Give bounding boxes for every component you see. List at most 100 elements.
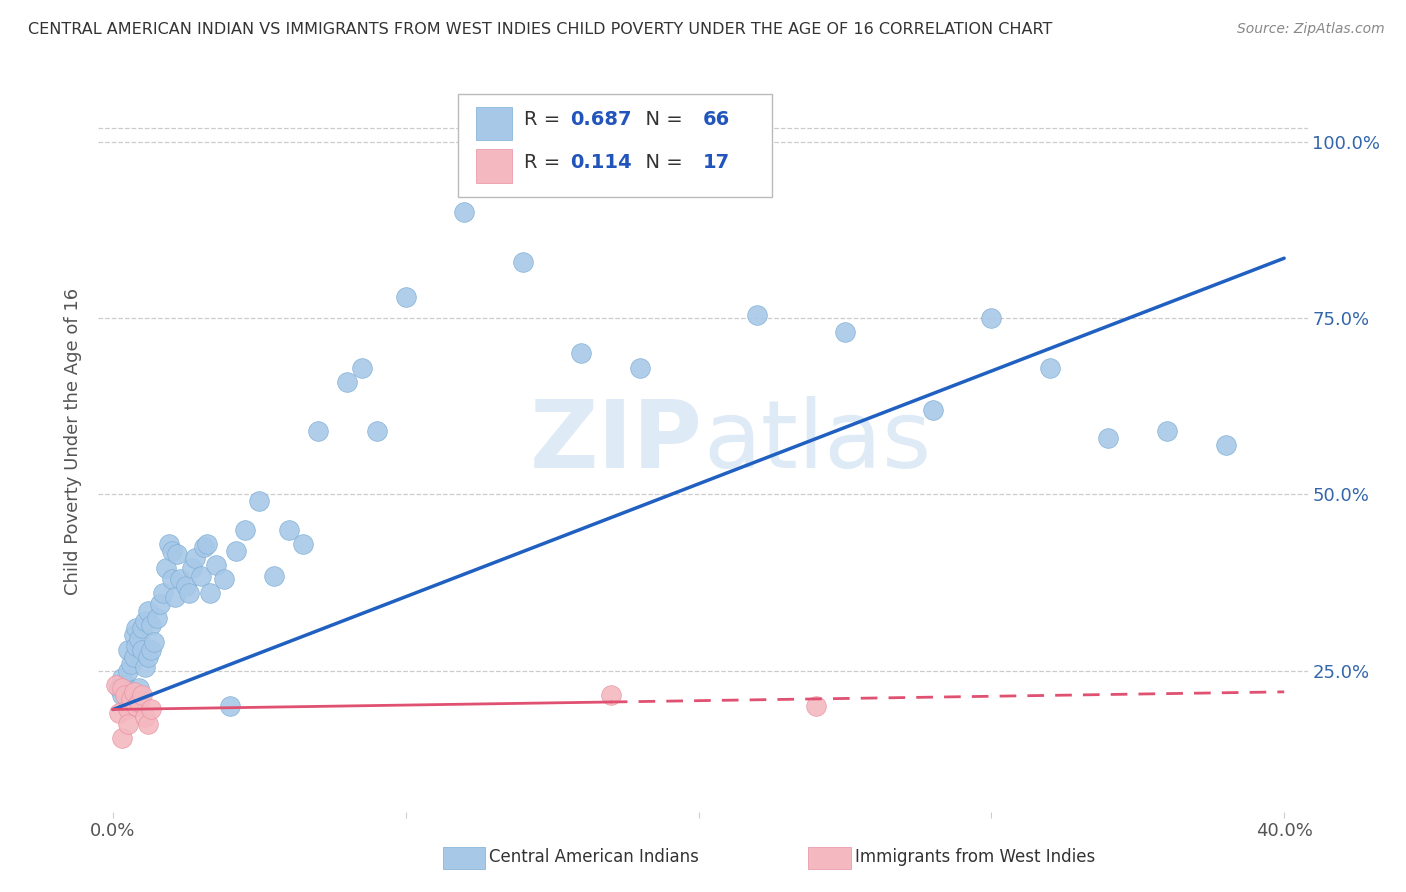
Text: Immigrants from West Indies: Immigrants from West Indies bbox=[855, 848, 1095, 866]
Text: 0.114: 0.114 bbox=[569, 153, 631, 172]
Point bbox=[190, 568, 212, 582]
Point bbox=[163, 590, 186, 604]
Point bbox=[160, 544, 183, 558]
Point bbox=[1097, 431, 1119, 445]
Point bbox=[1156, 424, 1178, 438]
Point bbox=[804, 698, 827, 713]
Point bbox=[111, 689, 134, 703]
Point bbox=[1039, 360, 1062, 375]
Point bbox=[104, 678, 127, 692]
Text: 0.687: 0.687 bbox=[569, 110, 631, 129]
Point bbox=[117, 702, 139, 716]
Point bbox=[233, 523, 256, 537]
Point bbox=[134, 660, 156, 674]
Text: ZIP: ZIP bbox=[530, 395, 703, 488]
Point bbox=[139, 618, 162, 632]
Point bbox=[128, 695, 150, 709]
FancyBboxPatch shape bbox=[457, 94, 772, 197]
Text: 17: 17 bbox=[703, 153, 730, 172]
Point bbox=[108, 706, 131, 720]
Point bbox=[139, 642, 162, 657]
Point bbox=[307, 424, 329, 438]
Point bbox=[146, 611, 169, 625]
Point bbox=[128, 681, 150, 696]
Point bbox=[125, 639, 148, 653]
Point bbox=[834, 325, 856, 339]
Point bbox=[131, 642, 153, 657]
Point bbox=[131, 689, 153, 703]
Point bbox=[184, 550, 207, 565]
Point bbox=[263, 568, 285, 582]
Text: R =: R = bbox=[524, 153, 567, 172]
Point bbox=[125, 621, 148, 635]
Point bbox=[166, 547, 188, 561]
Point bbox=[395, 290, 418, 304]
Text: CENTRAL AMERICAN INDIAN VS IMMIGRANTS FROM WEST INDIES CHILD POVERTY UNDER THE A: CENTRAL AMERICAN INDIAN VS IMMIGRANTS FR… bbox=[28, 22, 1053, 37]
Point bbox=[366, 424, 388, 438]
Point bbox=[219, 698, 242, 713]
Text: 66: 66 bbox=[703, 110, 730, 129]
Point bbox=[155, 561, 177, 575]
Bar bbox=[475, 106, 512, 140]
Point bbox=[136, 649, 159, 664]
Point bbox=[122, 628, 145, 642]
Text: Source: ZipAtlas.com: Source: ZipAtlas.com bbox=[1237, 22, 1385, 37]
Point bbox=[174, 579, 197, 593]
Point bbox=[143, 635, 166, 649]
Text: N =: N = bbox=[633, 153, 689, 172]
Point bbox=[117, 642, 139, 657]
Point bbox=[136, 604, 159, 618]
Point bbox=[114, 689, 136, 703]
Point bbox=[193, 541, 215, 555]
Point bbox=[152, 586, 174, 600]
Point bbox=[1215, 438, 1237, 452]
Point bbox=[117, 716, 139, 731]
Point bbox=[980, 311, 1002, 326]
Point bbox=[198, 586, 221, 600]
Text: N =: N = bbox=[633, 110, 689, 129]
Point bbox=[204, 558, 226, 572]
Point bbox=[117, 664, 139, 678]
Point bbox=[136, 716, 159, 731]
Point bbox=[453, 205, 475, 219]
Point bbox=[157, 537, 180, 551]
Point bbox=[120, 657, 142, 671]
Point bbox=[336, 375, 359, 389]
Point bbox=[134, 709, 156, 723]
Text: atlas: atlas bbox=[703, 395, 931, 488]
Point bbox=[599, 689, 621, 703]
Point bbox=[128, 632, 150, 646]
Point bbox=[120, 692, 142, 706]
Point bbox=[277, 523, 299, 537]
Point bbox=[111, 731, 134, 745]
Point bbox=[114, 678, 136, 692]
Bar bbox=[475, 150, 512, 183]
Text: Central American Indians: Central American Indians bbox=[489, 848, 699, 866]
Point bbox=[214, 572, 236, 586]
Point bbox=[195, 537, 218, 551]
Point bbox=[122, 649, 145, 664]
Point bbox=[139, 702, 162, 716]
Point bbox=[122, 685, 145, 699]
Point bbox=[160, 572, 183, 586]
Point bbox=[747, 308, 769, 322]
Point bbox=[111, 681, 134, 696]
Y-axis label: Child Poverty Under the Age of 16: Child Poverty Under the Age of 16 bbox=[65, 288, 83, 595]
Point bbox=[179, 586, 201, 600]
Point bbox=[149, 597, 172, 611]
Point bbox=[181, 561, 204, 575]
Point bbox=[225, 544, 247, 558]
Point bbox=[134, 615, 156, 629]
Point bbox=[125, 698, 148, 713]
Point bbox=[108, 681, 131, 696]
Point bbox=[131, 621, 153, 635]
Point bbox=[628, 360, 651, 375]
Point bbox=[571, 346, 593, 360]
Point bbox=[921, 402, 943, 417]
Point bbox=[169, 572, 191, 586]
Text: R =: R = bbox=[524, 110, 567, 129]
Point bbox=[292, 537, 315, 551]
Point bbox=[111, 671, 134, 685]
Point bbox=[350, 360, 373, 375]
Point bbox=[512, 254, 534, 268]
